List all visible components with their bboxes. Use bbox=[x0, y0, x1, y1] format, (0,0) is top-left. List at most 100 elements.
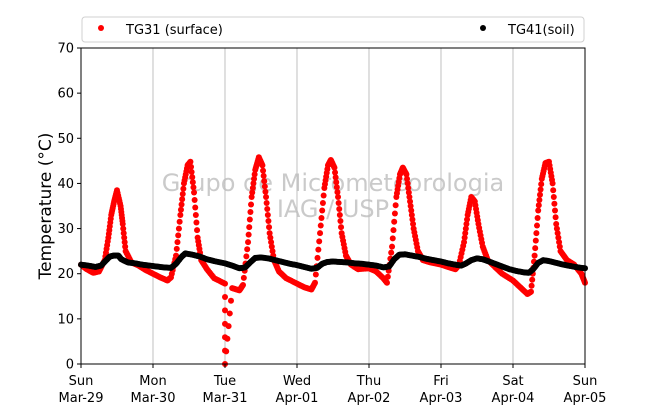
data-point bbox=[333, 184, 340, 191]
data-point bbox=[260, 172, 267, 179]
x-tick-label-date: Mar-31 bbox=[203, 391, 248, 406]
data-point bbox=[534, 222, 540, 229]
data-point bbox=[268, 239, 275, 246]
x-tick-label-day: Sun bbox=[69, 374, 94, 389]
data-point bbox=[317, 230, 324, 237]
data-point bbox=[556, 243, 563, 250]
data-point bbox=[335, 193, 342, 200]
data-point bbox=[409, 216, 416, 223]
x-tick-label-day: Tue bbox=[213, 374, 236, 389]
x-tick-label-day: Thu bbox=[356, 374, 381, 389]
data-point bbox=[408, 207, 415, 214]
data-point bbox=[187, 158, 194, 165]
watermark-text: IAG / USP bbox=[277, 195, 389, 223]
plot-background bbox=[81, 48, 585, 364]
data-point bbox=[332, 174, 339, 181]
data-point bbox=[189, 174, 196, 181]
data-point bbox=[248, 201, 255, 208]
data-point bbox=[191, 196, 198, 203]
data-point bbox=[535, 202, 542, 209]
data-point bbox=[528, 288, 534, 295]
data-point bbox=[264, 206, 271, 213]
x-tick-label-day: Mon bbox=[139, 374, 166, 389]
data-point bbox=[223, 348, 230, 355]
x-tick-label-date: Apr-02 bbox=[348, 391, 391, 406]
data-point bbox=[410, 221, 417, 228]
plot-frame bbox=[80, 47, 586, 365]
data-point bbox=[244, 246, 251, 253]
x-tick-label-date: Apr-05 bbox=[564, 391, 607, 406]
y-tick-label: 60 bbox=[57, 87, 74, 102]
data-point bbox=[261, 183, 268, 190]
x-tick-label-date: Mar-30 bbox=[131, 391, 176, 406]
data-point bbox=[121, 239, 128, 246]
data-point bbox=[463, 221, 470, 228]
data-point bbox=[226, 310, 233, 317]
data-point bbox=[319, 207, 326, 214]
data-point bbox=[121, 234, 128, 241]
data-point bbox=[552, 214, 559, 221]
data-point bbox=[556, 239, 563, 246]
data-point bbox=[193, 219, 200, 226]
data-point bbox=[332, 169, 339, 176]
data-point bbox=[260, 167, 267, 174]
data-point bbox=[240, 274, 247, 281]
data-point bbox=[549, 180, 556, 187]
data-point bbox=[536, 196, 543, 203]
data-point bbox=[531, 252, 538, 259]
data-point bbox=[245, 239, 252, 246]
legend-marker bbox=[480, 25, 486, 31]
data-point bbox=[331, 164, 338, 171]
data-point bbox=[190, 184, 197, 191]
data-point bbox=[392, 202, 399, 209]
y-tick-label: 70 bbox=[57, 42, 74, 57]
x-tick-label-day: Sun bbox=[573, 374, 598, 389]
data-point bbox=[406, 193, 413, 200]
data-point bbox=[551, 200, 558, 207]
x-axis: Sun Mar-29 Mon Mar-30 Tue Mar-31 Wed Apr-01 Thu A… bbox=[59, 364, 607, 406]
data-point bbox=[389, 235, 396, 242]
data-point bbox=[312, 271, 319, 278]
data-point bbox=[174, 239, 181, 246]
x-tick-label-day: Fri bbox=[433, 374, 449, 389]
data-point bbox=[336, 212, 343, 219]
x-tick-label-day: Wed bbox=[283, 374, 311, 389]
data-point bbox=[228, 297, 234, 304]
data-point bbox=[404, 180, 411, 187]
data-point bbox=[179, 190, 186, 197]
data-point bbox=[245, 231, 252, 238]
data-point bbox=[173, 245, 180, 252]
data-point bbox=[391, 218, 398, 225]
data-point bbox=[266, 224, 273, 231]
data-point bbox=[333, 179, 340, 186]
y-axis-title: Temperature (°C) bbox=[36, 133, 56, 281]
data-point bbox=[188, 163, 195, 170]
data-point bbox=[267, 234, 274, 241]
data-point bbox=[251, 175, 258, 182]
legend-marker bbox=[98, 25, 104, 31]
data-point bbox=[192, 204, 199, 211]
data-point bbox=[180, 185, 187, 192]
y-tick-label: 50 bbox=[57, 132, 74, 147]
data-point bbox=[407, 203, 414, 209]
data-point bbox=[178, 201, 185, 208]
data-point bbox=[246, 216, 253, 223]
data-point bbox=[122, 243, 129, 250]
data-point bbox=[553, 221, 560, 228]
data-point bbox=[462, 225, 469, 232]
data-point bbox=[316, 238, 323, 245]
series-tg41-soil bbox=[78, 250, 588, 276]
data-point bbox=[462, 230, 469, 237]
data-point bbox=[175, 232, 182, 239]
data-point bbox=[336, 206, 343, 213]
data-point bbox=[338, 224, 345, 231]
data-point bbox=[405, 184, 412, 191]
data-point bbox=[315, 246, 322, 253]
data-point bbox=[222, 307, 228, 314]
data-point bbox=[177, 206, 184, 213]
data-point bbox=[404, 175, 411, 182]
data-point bbox=[389, 243, 396, 250]
data-point bbox=[555, 234, 562, 241]
y-tick-label: 20 bbox=[57, 267, 74, 282]
